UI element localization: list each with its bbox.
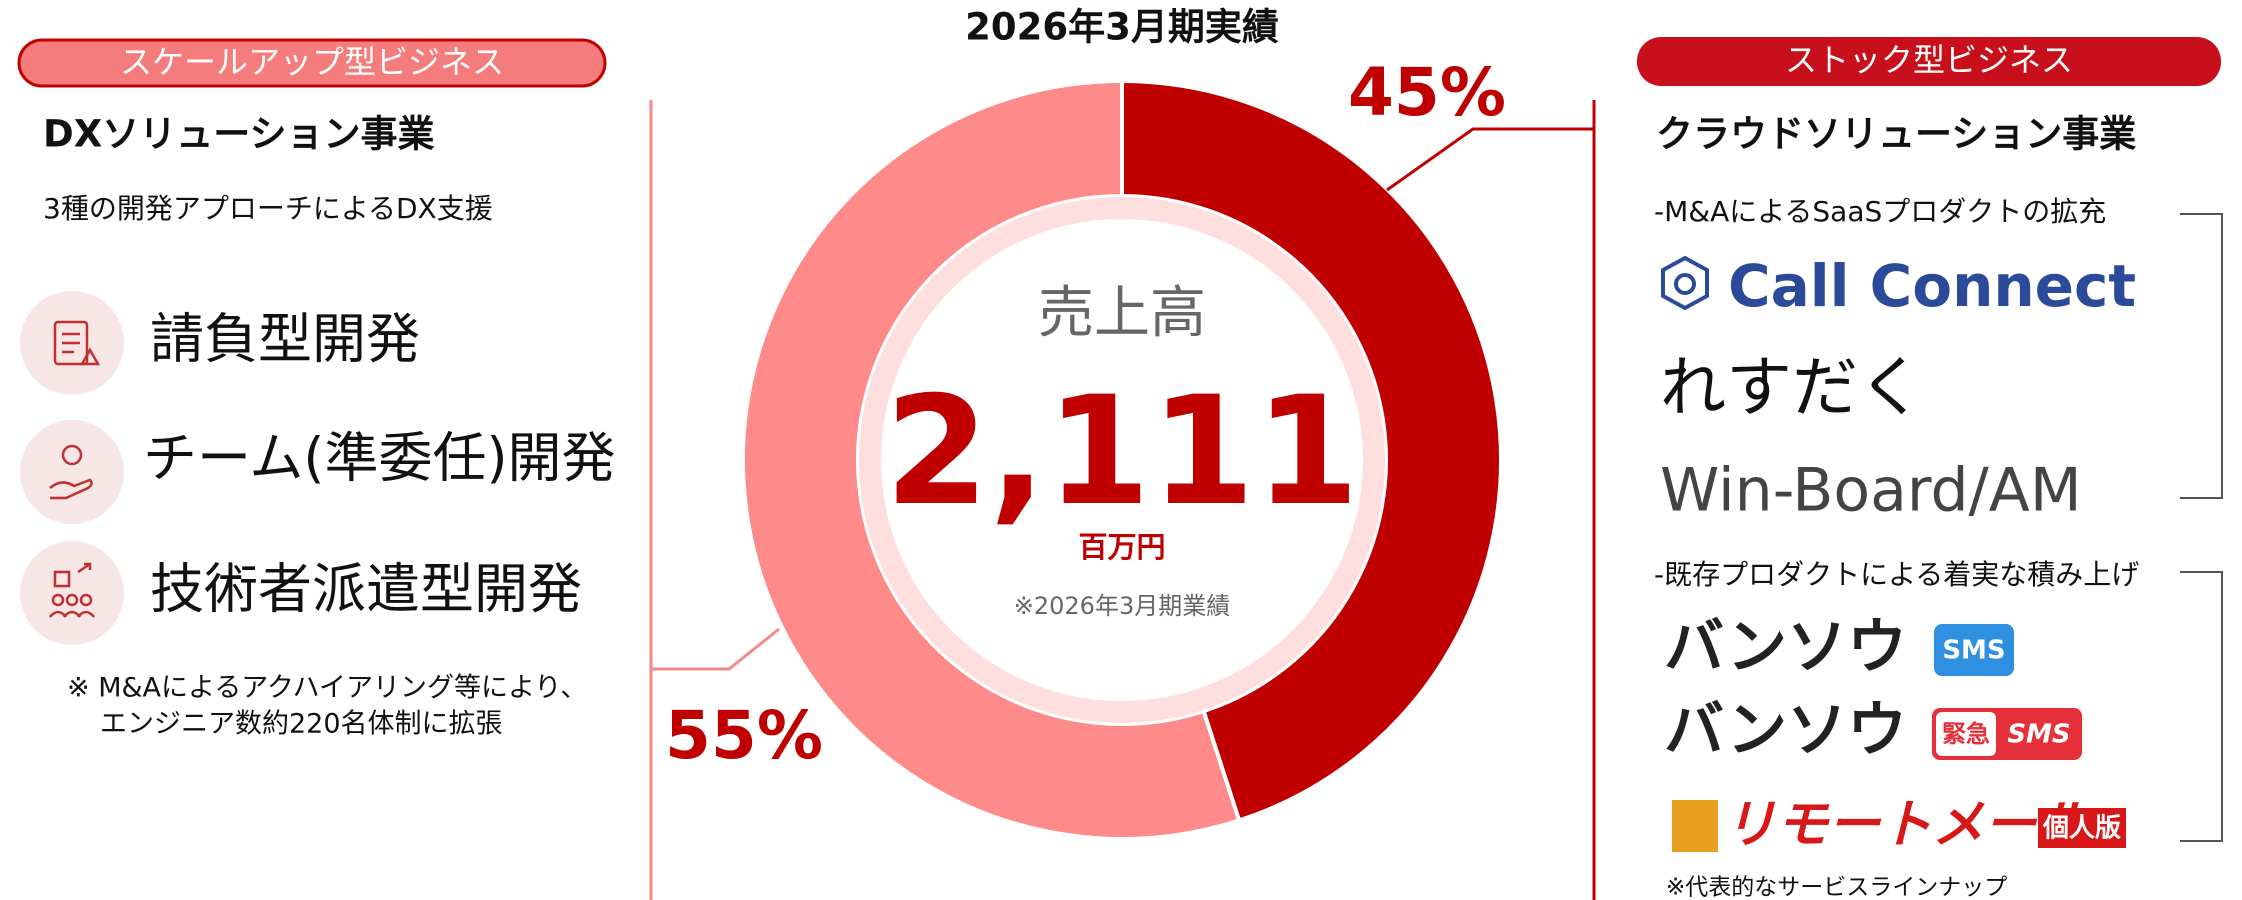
logo-icon bbox=[1672, 800, 1718, 852]
donut-slice bbox=[1120, 78, 1503, 823]
logo-badge-text: SMS bbox=[1942, 636, 2005, 666]
bracket bbox=[2180, 213, 2223, 499]
logo: バンソウ bbox=[1664, 613, 1907, 683]
icon-lines bbox=[49, 320, 101, 618]
logo-icon bbox=[1661, 255, 1709, 311]
value-label: 45% bbox=[1348, 54, 1506, 131]
logo: Call Connect bbox=[1728, 252, 2136, 320]
logo-badge-inner bbox=[1936, 712, 1996, 756]
item: 請負型開発 bbox=[150, 308, 420, 371]
logo: バンソウ bbox=[1664, 696, 1907, 766]
logo: れすだく bbox=[1660, 349, 1924, 426]
logo-badge-text: 個人版 bbox=[2042, 814, 2121, 844]
logo-badge bbox=[1934, 624, 2014, 676]
logo-badge bbox=[2038, 808, 2126, 848]
center-unit: 百万円 bbox=[1078, 530, 1165, 564]
bracket bbox=[2180, 571, 2223, 842]
badge-text: ストック型ビジネス bbox=[1785, 41, 2073, 79]
footnote: ※代表的なサービスラインナップ bbox=[1666, 875, 2007, 900]
note: ※ M&Aによるアクハイアリング等により、 bbox=[67, 673, 587, 704]
donut-slice bbox=[741, 78, 1242, 841]
heading: DXソリューション事業 bbox=[43, 113, 435, 156]
donut bbox=[741, 78, 1503, 841]
badge-text: スケールアップ型ビジネス bbox=[120, 43, 504, 81]
connector bbox=[651, 627, 780, 671]
heading: クラウドソリューション事業 bbox=[1656, 113, 2136, 156]
center-note: ※2026年3月期業績 bbox=[1014, 592, 1230, 620]
item: チーム(準委任)開発 bbox=[143, 427, 616, 490]
caption: -M&AによるSaaSプロダクトの拡充 bbox=[1654, 195, 2106, 228]
badge bbox=[17, 38, 607, 88]
item: 技術者派遣型開発 bbox=[150, 558, 582, 621]
caption: -既存プロダクトによる着実な積み上げ bbox=[1654, 558, 2139, 591]
connector bbox=[1386, 127, 1594, 192]
logo-badge-text: 緊急 bbox=[1942, 720, 1990, 748]
logo: Win-Board/AM bbox=[1660, 456, 2082, 526]
logo: リモートメール bbox=[1724, 795, 2091, 855]
center-value: 2,111 bbox=[885, 365, 1359, 539]
note: エンジニア数約220名体制に拡張 bbox=[100, 709, 503, 740]
center-label: 売上高 bbox=[1038, 281, 1206, 346]
chart-title: 2026年3月期実績 bbox=[965, 6, 1279, 49]
badge bbox=[1637, 37, 2221, 86]
subheading: 3種の開発アプローチによるDX支援 bbox=[43, 192, 493, 225]
inner-ring bbox=[859, 197, 1385, 723]
logo-badge-text: SMS bbox=[2007, 720, 2070, 750]
value-label: 55% bbox=[665, 697, 823, 774]
